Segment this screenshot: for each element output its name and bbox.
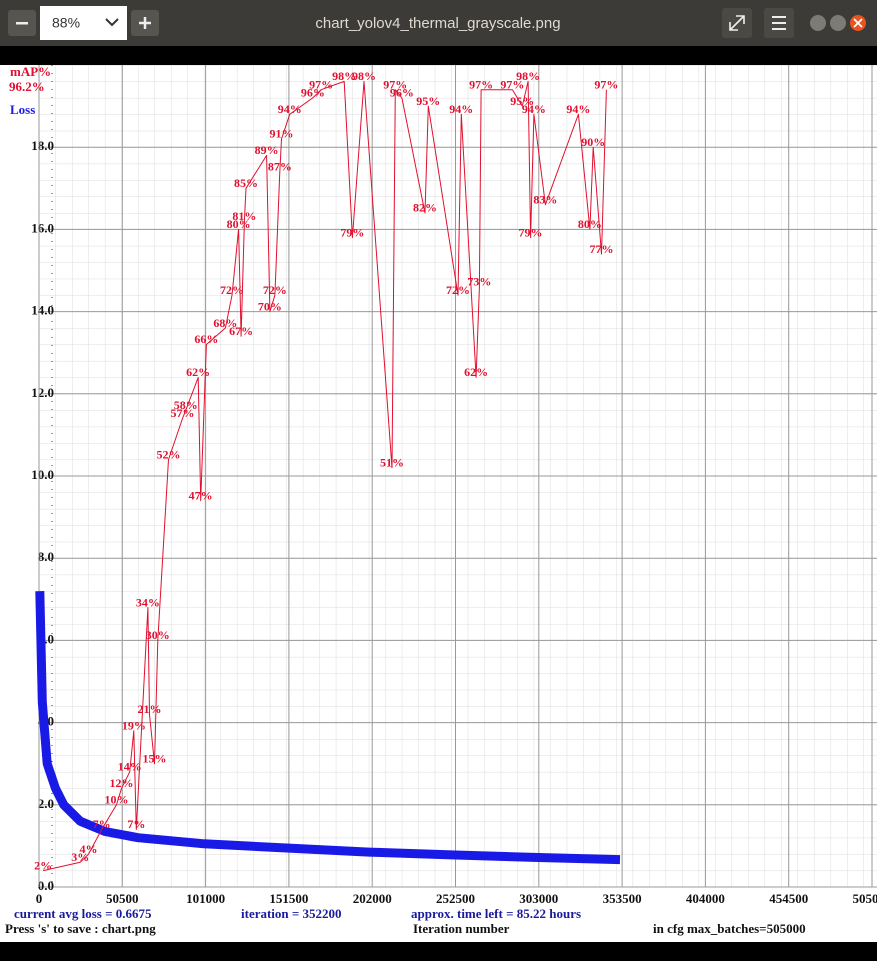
- map-label: 97%: [309, 77, 333, 91]
- map-label: 14%: [118, 760, 142, 774]
- save-hint: Press 's' to save : chart.png: [5, 921, 156, 936]
- x-tick-label: 0: [36, 891, 43, 906]
- zoom-level: 88%: [52, 15, 80, 31]
- y-tick-label: 2.0: [38, 796, 54, 811]
- map-label: 34%: [136, 595, 160, 609]
- map-label: 19%: [122, 719, 146, 733]
- map-label: 98%: [352, 69, 376, 83]
- map-label: 89%: [255, 143, 279, 157]
- x-tick-label: 505000: [853, 891, 877, 906]
- max-batches: in cfg max_batches=505000: [653, 921, 806, 936]
- status-time-left: approx. time left = 85.22 hours: [411, 906, 581, 921]
- map-label: 10%: [105, 793, 129, 807]
- map-label: 97%: [469, 77, 493, 91]
- map-label: 94%: [522, 102, 546, 116]
- map-label: 58%: [174, 398, 198, 412]
- map-label: 72%: [263, 283, 287, 297]
- x-tick-label: 353500: [603, 891, 642, 906]
- x-tick-label: 50500: [106, 891, 139, 906]
- x-tick-label: 151500: [269, 891, 308, 906]
- map-label: 47%: [189, 488, 213, 502]
- map-label: 82%: [413, 201, 437, 215]
- map-label: 15%: [142, 751, 166, 765]
- minus-icon: [16, 22, 28, 25]
- x-tick-label: 101000: [186, 891, 225, 906]
- map-label: 66%: [194, 332, 218, 346]
- map-label: 12%: [109, 776, 133, 790]
- map-label: 52%: [156, 447, 180, 461]
- map-label: 83%: [533, 192, 557, 206]
- map-label: 97%: [594, 77, 618, 91]
- map-label: 90%: [581, 135, 605, 149]
- map-label: 79%: [340, 225, 364, 239]
- x-tick-label: 454500: [769, 891, 808, 906]
- map-label: 72%: [220, 283, 244, 297]
- y-tick-label: 12.0: [31, 385, 54, 400]
- map-label: 77%: [589, 242, 613, 256]
- map-label: 85%: [234, 176, 258, 190]
- y-tick-label: 14.0: [31, 303, 54, 318]
- y-tick-label: 18.0: [31, 138, 54, 153]
- x-tick-label: 252500: [436, 891, 475, 906]
- loss-legend: Loss: [10, 102, 35, 117]
- map-label: 80%: [578, 217, 602, 231]
- map-label: 73%: [467, 275, 491, 289]
- map-label: 94%: [278, 102, 302, 116]
- map-label: 67%: [229, 324, 253, 338]
- map-label: 79%: [519, 225, 543, 239]
- map-label: 81%: [232, 209, 256, 223]
- map-label: 7%: [93, 817, 111, 831]
- map-label: 62%: [186, 365, 210, 379]
- map-label: 62%: [464, 365, 488, 379]
- x-axis-label: Iteration number: [413, 921, 510, 936]
- map-label: 51%: [380, 456, 404, 470]
- map-label: 72%: [446, 283, 470, 297]
- y-tick-label: 16.0: [31, 220, 54, 235]
- map-label: 30%: [146, 628, 170, 642]
- x-tick-label: 404000: [686, 891, 725, 906]
- map-label: 96%: [390, 86, 414, 100]
- map-label: 91%: [269, 127, 293, 141]
- map-label: 95%: [416, 94, 440, 108]
- map-label: 94%: [566, 102, 590, 116]
- minimize-button[interactable]: [810, 15, 826, 31]
- map-label: 94%: [449, 102, 473, 116]
- y-tick-label: 10.0: [31, 467, 54, 482]
- status-loss: current avg loss = 0.6675: [14, 906, 152, 921]
- map-label: 7%: [127, 817, 145, 831]
- map-label: 2%: [34, 858, 52, 872]
- map-label: 70%: [258, 299, 282, 313]
- x-tick-label: 303000: [519, 891, 558, 906]
- map-label: 21%: [138, 702, 162, 716]
- map-label: 98%: [516, 69, 540, 83]
- status-iteration: iteration = 352200: [241, 906, 342, 921]
- current-map: 96.2%: [9, 79, 45, 94]
- window-title: chart_yolov4_thermal_grayscale.png: [315, 15, 560, 32]
- maximize-button[interactable]: [830, 15, 846, 31]
- map-legend: mAP%: [10, 64, 51, 79]
- map-label: 87%: [268, 160, 292, 174]
- x-tick-label: 202000: [353, 891, 392, 906]
- map-label: 4%: [79, 842, 97, 856]
